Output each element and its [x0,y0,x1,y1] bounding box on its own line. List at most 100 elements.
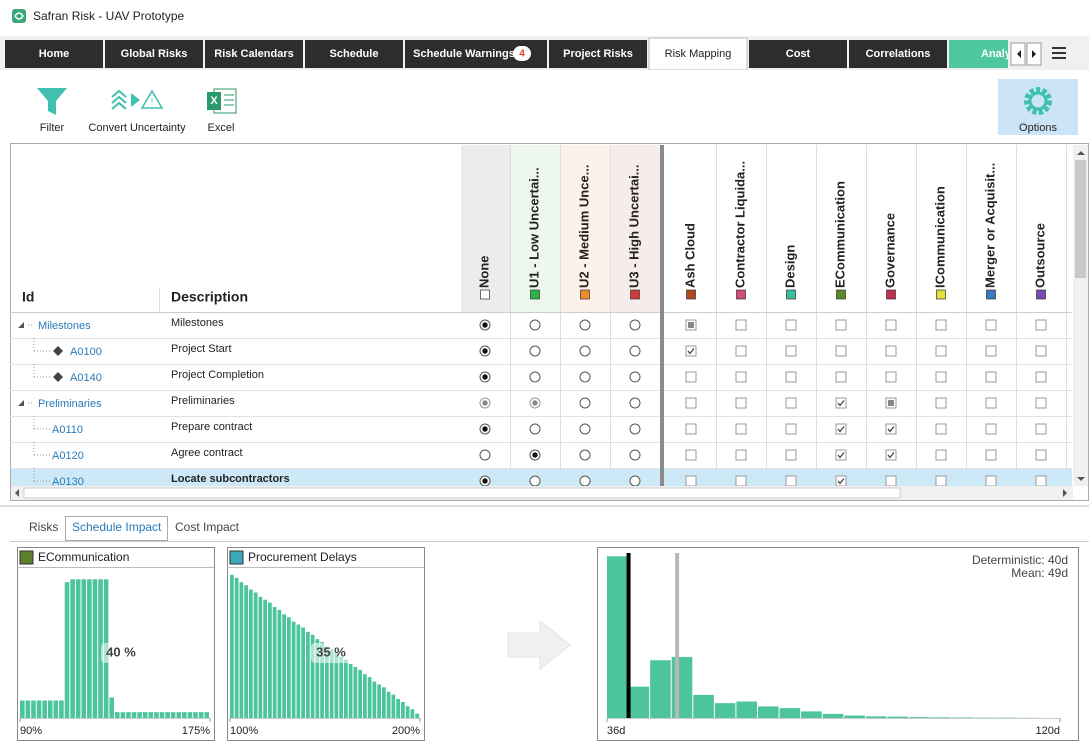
checkbox[interactable] [935,397,947,409]
checkbox[interactable] [785,345,797,357]
checkbox[interactable] [985,449,997,461]
radio[interactable] [479,449,491,461]
bottom-tab[interactable]: Schedule Impact [72,520,162,534]
checkbox[interactable] [1035,475,1047,486]
bottom-tab[interactable]: Risks [29,520,58,534]
checkbox[interactable] [735,371,747,383]
checkbox[interactable] [985,371,997,383]
checkbox[interactable] [685,345,697,357]
checkbox[interactable] [985,475,997,486]
checkbox[interactable] [785,449,797,461]
radio[interactable] [529,319,541,331]
tab[interactable] [749,40,847,68]
checkbox[interactable] [985,345,997,357]
checkbox[interactable] [1035,319,1047,331]
radio[interactable] [629,319,641,331]
checkbox[interactable] [685,423,697,435]
checkbox[interactable] [735,449,747,461]
radio[interactable] [629,423,641,435]
checkbox[interactable] [785,475,797,486]
checkbox[interactable] [735,423,747,435]
excel-icon[interactable]: X [207,88,237,114]
radio[interactable] [579,345,591,357]
checkbox[interactable] [735,475,747,486]
checkbox[interactable] [735,397,747,409]
row-id[interactable]: A0120 [52,450,84,462]
expander[interactable] [18,400,24,406]
checkbox[interactable] [785,423,797,435]
checkbox[interactable] [685,397,697,409]
radio[interactable] [529,475,541,486]
bottom-tab[interactable]: Cost Impact [175,520,240,534]
radio[interactable] [629,345,641,357]
row-id[interactable]: A0130 [52,476,84,488]
radio[interactable] [579,423,591,435]
checkbox[interactable] [885,345,897,357]
radio[interactable] [629,397,641,409]
row-id[interactable]: A0140 [70,372,102,384]
radio[interactable] [629,371,641,383]
row-id[interactable]: A0110 [52,424,83,436]
checkbox[interactable] [1035,397,1047,409]
radio[interactable] [579,397,591,409]
checkbox[interactable] [935,371,947,383]
checkbox[interactable] [835,397,847,409]
checkbox[interactable] [685,449,697,461]
checkbox[interactable] [935,423,947,435]
radio[interactable] [579,371,591,383]
v-scroll-thumb[interactable] [1075,160,1086,278]
checkbox[interactable] [785,319,797,331]
checkbox[interactable] [885,423,897,435]
radio[interactable] [579,449,591,461]
menu-button[interactable] [1052,47,1066,59]
radio[interactable] [579,475,591,486]
h-scroll-thumb[interactable] [23,487,901,499]
tab[interactable] [549,40,647,68]
checkbox[interactable] [835,319,847,331]
radio[interactable] [579,319,591,331]
checkbox[interactable] [885,449,897,461]
checkbox[interactable] [935,345,947,357]
checkbox[interactable] [985,423,997,435]
checkbox[interactable] [1035,345,1047,357]
convert-icon[interactable]: ! [111,89,164,110]
radio[interactable] [529,371,541,383]
checkbox[interactable] [1035,423,1047,435]
checkbox[interactable] [735,345,747,357]
expander[interactable] [18,322,24,328]
tab[interactable] [205,40,303,68]
checkbox[interactable] [835,345,847,357]
checkbox[interactable] [935,449,947,461]
checkbox[interactable] [735,319,747,331]
checkbox[interactable] [685,475,697,486]
checkbox[interactable] [885,475,897,486]
checkbox[interactable] [1035,449,1047,461]
row-id[interactable]: A0100 [70,346,102,358]
checkbox[interactable] [935,319,947,331]
checkbox[interactable] [885,371,897,383]
filter-icon[interactable] [37,88,67,115]
tab[interactable] [5,40,103,68]
checkbox[interactable] [835,475,847,486]
checkbox[interactable] [785,371,797,383]
checkbox[interactable] [785,397,797,409]
radio[interactable] [629,475,641,486]
tab[interactable] [648,37,748,70]
checkbox[interactable] [985,397,997,409]
radio[interactable] [529,345,541,357]
row-id[interactable]: Preliminaries [38,398,102,410]
tab[interactable] [849,40,947,68]
radio[interactable] [529,423,541,435]
tab[interactable] [305,40,403,68]
tab[interactable] [105,40,203,68]
checkbox[interactable] [835,371,847,383]
checkbox[interactable] [985,319,997,331]
checkbox[interactable] [835,449,847,461]
checkbox[interactable] [1035,371,1047,383]
checkbox[interactable] [935,475,947,486]
tab[interactable] [949,40,1047,68]
checkbox[interactable] [685,371,697,383]
radio[interactable] [629,449,641,461]
checkbox[interactable] [885,319,897,331]
active-tab-box[interactable] [65,516,168,541]
